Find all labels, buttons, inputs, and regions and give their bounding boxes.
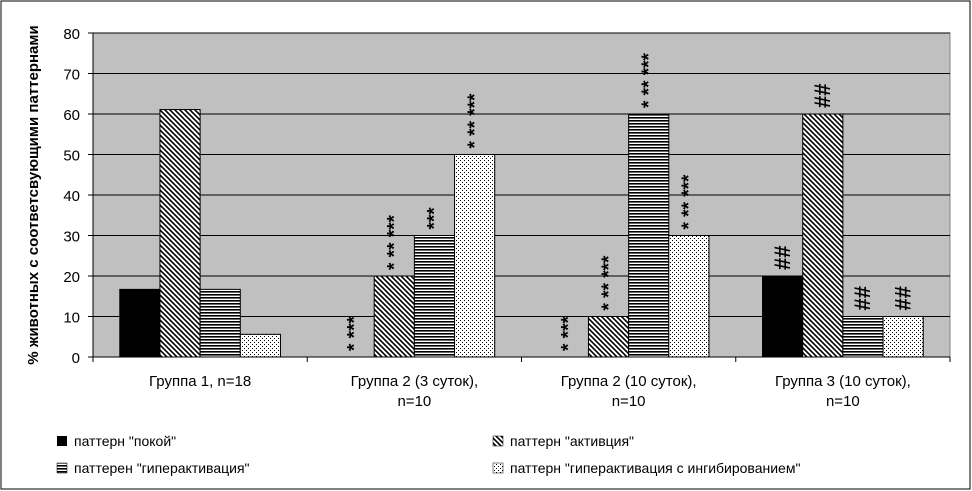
y-tick-label: 10 — [63, 310, 80, 327]
bar — [762, 275, 804, 358]
y-tick-label: 30 — [63, 229, 80, 246]
significance-marker: * *** — [559, 316, 580, 351]
legend-item-hyperactivation-inhibition: паттерн "гиперактивация с ингибированием… — [492, 460, 800, 476]
significance-marker: ## — [850, 286, 875, 310]
x-category-label: Группа 1, n=18 — [149, 373, 251, 390]
bar — [802, 113, 844, 358]
legend-label-hyperactivation-inhibition: паттерн "гиперактивация с ингибированием… — [510, 460, 800, 476]
significance-marker: ## — [890, 286, 915, 310]
legend-label-rest: паттерн "покой" — [74, 433, 176, 449]
bar — [373, 275, 415, 358]
legend-item-rest: паттерн "покой" — [57, 433, 176, 449]
bar — [239, 333, 281, 358]
x-category-label: Группа 2 (3 суток), — [351, 373, 479, 390]
bar — [159, 109, 201, 358]
significance-marker: * ** *** — [639, 52, 660, 108]
bar — [587, 316, 630, 358]
y-tick-label: 20 — [63, 269, 80, 286]
x-category-label: Группа 3 (10 суток), — [775, 373, 911, 390]
y-axis-label: % животных с соответсвующими паттернами — [25, 25, 42, 364]
legend: паттерн "покой" паттерн "активция" патте… — [56, 433, 800, 476]
bar — [413, 235, 456, 358]
significance-marker: * *** — [344, 316, 365, 351]
significance-markers: * *** * ** *** *** * ** *** * *** * ** *** * *… — [344, 52, 915, 351]
bar — [119, 288, 161, 358]
y-tick-label: 40 — [63, 188, 80, 205]
bar — [882, 316, 924, 358]
x-category-label: Группа 2 (10 суток), — [561, 373, 697, 390]
y-tick-label: 50 — [63, 148, 80, 165]
bar — [199, 288, 241, 358]
y-tick-label: 0 — [72, 350, 80, 367]
bar — [668, 235, 710, 358]
legend-item-hyperactivation: паттерен "гиперактивация" — [56, 460, 250, 476]
y-tick-label: 70 — [63, 67, 80, 84]
axes: 0 10 20 30 40 50 60 70 80 Группа 1, n=18 Группа 2 … — [63, 26, 951, 410]
significance-marker: * ** *** — [465, 93, 486, 149]
legend-item-activation: паттерн "активция" — [492, 433, 634, 449]
significance-marker: ## — [810, 84, 835, 108]
significance-marker: * ** *** — [679, 174, 700, 230]
legend-label-hyperactivation: паттерен "гиперактивация" — [74, 460, 250, 476]
significance-marker: *** — [425, 207, 446, 230]
significance-marker: ## — [770, 246, 795, 270]
bar — [842, 316, 884, 358]
y-tick-label: 80 — [63, 26, 80, 43]
significance-marker: * ** *** — [385, 214, 406, 270]
x-category-label: n=10 — [826, 393, 860, 410]
x-category-label: n=10 — [612, 393, 646, 410]
x-category-label: n=10 — [397, 393, 431, 410]
bars — [119, 109, 924, 358]
significance-marker: * ** *** — [599, 255, 620, 311]
legend-label-activation: паттерн "активция" — [510, 433, 634, 449]
bar — [628, 113, 670, 358]
y-tick-label: 60 — [63, 107, 80, 124]
bar — [454, 154, 496, 358]
